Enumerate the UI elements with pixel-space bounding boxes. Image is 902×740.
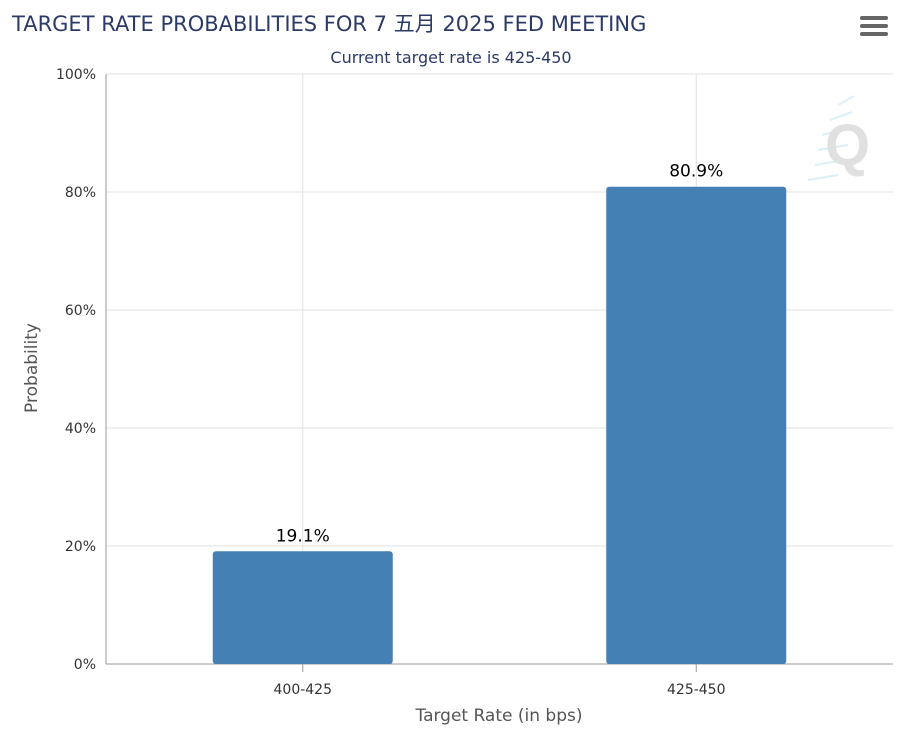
y-tick-label: 100% bbox=[56, 67, 96, 83]
y-tick-label: 80% bbox=[65, 185, 96, 201]
y-axis-label: Probability bbox=[22, 323, 42, 413]
x-tick-label: 425-450 bbox=[667, 682, 726, 698]
data-label: 19.1% bbox=[276, 526, 330, 546]
y-tick-label: 60% bbox=[65, 303, 96, 319]
q-logo-watermark: Q bbox=[807, 95, 870, 181]
bar-400-425[interactable] bbox=[212, 551, 393, 664]
x-tick-label: 400-425 bbox=[274, 682, 333, 698]
y-tick-label: 0% bbox=[74, 657, 96, 673]
hamburger-menu-icon[interactable] bbox=[860, 16, 888, 38]
y-tick-label: 40% bbox=[65, 421, 96, 437]
chart-title: TARGET RATE PROBABILITIES FOR 7 五月 2025 … bbox=[12, 12, 647, 36]
data-label: 80.9% bbox=[669, 162, 723, 182]
y-tick-label: 20% bbox=[65, 539, 96, 555]
bar-425-450[interactable] bbox=[606, 186, 787, 664]
svg-text:Q: Q bbox=[825, 113, 870, 178]
x-axis-label: Target Rate (in bps) bbox=[415, 706, 583, 726]
chart-subtitle: Current target rate is 425-450 bbox=[330, 48, 572, 67]
